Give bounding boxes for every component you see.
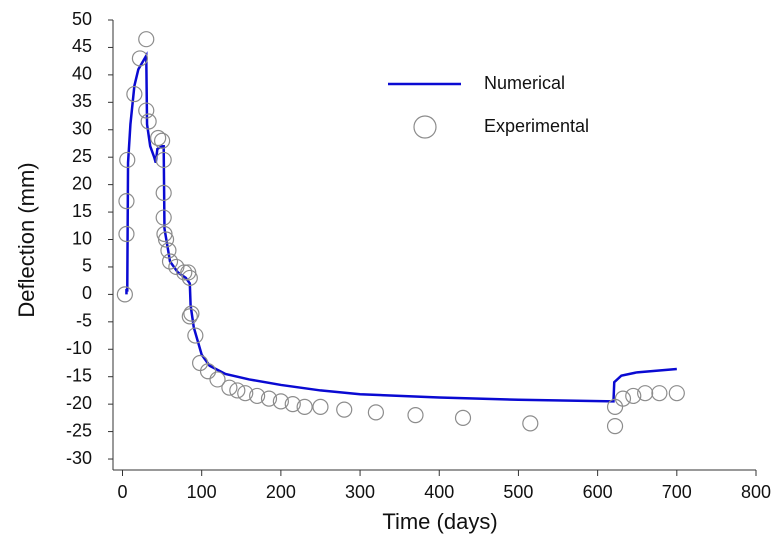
experimental-point (249, 387, 266, 405)
x-tick-label: 400 (424, 482, 454, 502)
experimental-point (199, 363, 217, 380)
experimental-point (260, 390, 278, 407)
experimental-point (155, 184, 172, 201)
y-tick-label: 45 (72, 36, 92, 56)
y-tick-label: -5 (76, 311, 92, 331)
legend-label: Experimental (484, 116, 589, 136)
experimental-point (651, 385, 668, 402)
experimental-point (187, 327, 204, 344)
y-tick-label: 5 (82, 256, 92, 276)
experimental-point (606, 417, 624, 435)
experimental-point (183, 305, 200, 322)
experimental-point (614, 390, 632, 407)
x-tick-label: 200 (266, 482, 296, 502)
experimental-point (336, 401, 353, 418)
experimental-point (272, 393, 289, 410)
experimental-point (131, 50, 149, 67)
experimental-point (221, 379, 238, 396)
y-tick-label: -10 (66, 338, 92, 358)
experimental-point (116, 286, 133, 303)
experimental-point (181, 269, 198, 287)
experimental-point (606, 398, 624, 415)
x-tick-label: 300 (345, 482, 375, 502)
y-tick-label: 20 (72, 173, 92, 193)
legend-marker (413, 115, 437, 139)
experimental-point (157, 231, 175, 248)
experimental-point (160, 242, 177, 259)
experimental-point (284, 396, 301, 413)
experimental-point (150, 129, 167, 147)
y-tick-label: 0 (82, 283, 92, 303)
experimental-point (118, 225, 135, 243)
y-tick-label: 15 (72, 201, 92, 221)
x-tick-label: 800 (741, 482, 771, 502)
experimental-point (407, 407, 424, 424)
experimental-point (237, 385, 254, 402)
y-tick-label: 35 (72, 91, 92, 111)
x-tick-label: 0 (117, 482, 127, 502)
x-tick-label: 600 (583, 482, 613, 502)
experimental-point (176, 264, 193, 281)
experimental-point (118, 192, 135, 210)
y-tick-label: -25 (66, 420, 92, 440)
x-axis-title: Time (days) (382, 509, 497, 534)
x-tick-label: 700 (662, 482, 692, 502)
x-tick-label: 500 (503, 482, 533, 502)
y-tick-label: 40 (72, 64, 92, 84)
experimental-point (155, 209, 172, 226)
experimental-point (119, 151, 136, 169)
experimental-point (126, 85, 143, 103)
y-tick-label: -15 (66, 365, 92, 385)
experimental-point (296, 398, 313, 415)
y-tick-label: 10 (72, 228, 92, 248)
experimental-point (192, 354, 209, 372)
y-tick-label: 30 (72, 119, 92, 139)
x-tick-label: 100 (187, 482, 217, 502)
experimental-point (209, 371, 226, 388)
experimental-point (668, 385, 685, 402)
experimental-point (181, 308, 198, 325)
experimental-point (625, 387, 642, 405)
y-tick-label: -20 (66, 393, 92, 413)
experimental-point (454, 409, 472, 426)
experimental-point (522, 415, 539, 432)
experimental-point (138, 31, 155, 48)
experimental-point (312, 398, 329, 415)
legend-label: Numerical (484, 73, 565, 93)
numerical-line (125, 51, 677, 403)
experimental-point (155, 151, 172, 169)
experimental-point (180, 264, 197, 281)
experimental-point (153, 132, 171, 149)
y-tick-label: 25 (72, 146, 92, 166)
y-tick-label: -30 (66, 448, 92, 468)
experimental-point (161, 253, 179, 270)
y-axis-title: Deflection (mm) (14, 162, 39, 317)
y-tick-label: 50 (72, 9, 92, 29)
experimental-point (138, 102, 155, 119)
experimental-point (229, 382, 246, 399)
experimental-point (140, 113, 157, 130)
experimental-point (367, 404, 385, 421)
experimental-point (637, 385, 654, 402)
